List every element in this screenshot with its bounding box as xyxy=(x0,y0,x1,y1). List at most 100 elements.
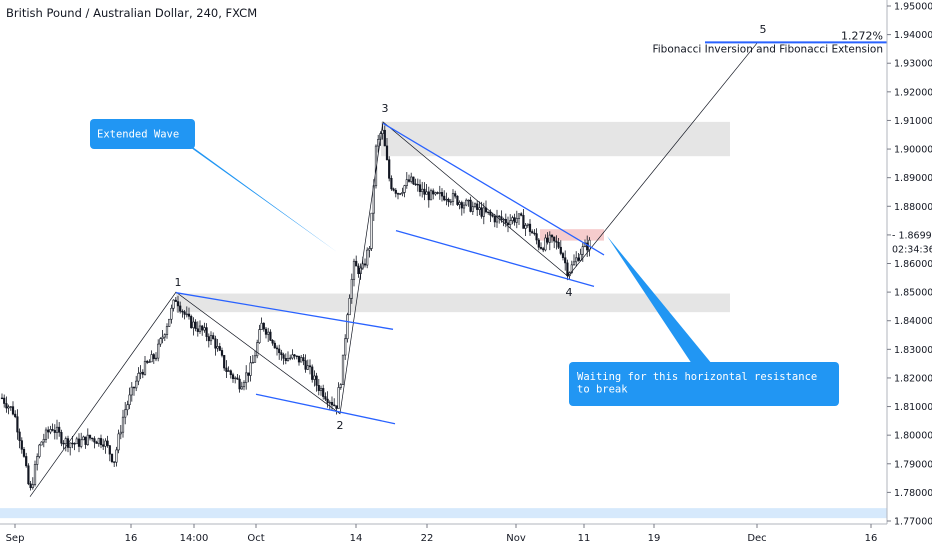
candle-body xyxy=(509,220,512,225)
resistance-zone xyxy=(540,229,604,241)
candle-body xyxy=(212,335,215,340)
candle-body xyxy=(315,375,318,386)
price-tick-label: 1.92000 xyxy=(894,87,932,98)
candle-body xyxy=(58,426,61,433)
candle-body xyxy=(165,326,169,335)
candle-body xyxy=(249,362,252,376)
candle-body xyxy=(335,405,338,409)
candle-body xyxy=(526,223,529,226)
candle-body xyxy=(121,416,125,433)
candle-body xyxy=(561,253,565,259)
price-tick-label: 1.89000 xyxy=(894,173,932,184)
candle-body xyxy=(275,347,279,350)
candle-body xyxy=(110,453,114,462)
price-tick-label: 1.85000 xyxy=(894,288,932,299)
candle-body xyxy=(176,301,180,307)
candle-body xyxy=(559,246,562,254)
candle-body xyxy=(533,232,536,235)
candle-body xyxy=(412,176,415,185)
candle-body xyxy=(73,443,76,445)
candle-body xyxy=(401,192,404,194)
fib-level-value: 1.272% xyxy=(841,29,883,42)
candle-body xyxy=(337,387,340,409)
candle-body xyxy=(357,265,360,275)
candle-body xyxy=(251,361,254,364)
candle-body xyxy=(196,328,199,332)
candle-body xyxy=(317,385,320,391)
candle-body xyxy=(179,305,182,312)
candle-body xyxy=(185,313,188,316)
candle-body xyxy=(537,239,540,248)
wedge1-lower xyxy=(255,393,396,425)
candle-body xyxy=(71,442,74,445)
price-tick-label: 1.91000 xyxy=(894,116,932,127)
candle-body xyxy=(520,213,523,216)
candle-body xyxy=(132,386,136,389)
candle-body xyxy=(256,342,259,357)
wave-label: 4 xyxy=(566,286,573,299)
candle-body xyxy=(322,388,325,397)
candle-body xyxy=(3,397,6,404)
candle-body xyxy=(350,278,353,299)
candle-body xyxy=(150,354,153,363)
time-tick-label: Sep xyxy=(6,533,25,544)
candle-body xyxy=(546,237,549,243)
candle-body xyxy=(311,366,314,380)
candle-body xyxy=(286,358,290,362)
candle-body xyxy=(33,464,37,485)
candle-body xyxy=(390,178,393,190)
candle-body xyxy=(16,416,19,433)
candle-body xyxy=(405,179,408,186)
time-tick-label: 14 xyxy=(350,533,363,544)
candle-body xyxy=(577,257,580,261)
candle-body xyxy=(113,461,116,463)
candle-body xyxy=(27,465,30,485)
candle-body xyxy=(407,179,411,182)
candle-body xyxy=(194,321,197,330)
elliott-wave-line xyxy=(29,42,758,497)
candle-body xyxy=(586,242,589,251)
wedge2-lower xyxy=(395,229,595,288)
time-tick-label: 19 xyxy=(648,533,661,544)
candle-body xyxy=(234,377,237,380)
candle-body xyxy=(383,129,386,147)
candle-body xyxy=(289,357,292,360)
candle-body xyxy=(9,406,12,408)
candle-body xyxy=(80,439,83,447)
candle-body xyxy=(517,213,521,219)
candle-body xyxy=(104,440,107,447)
wave-label: 3 xyxy=(382,102,389,115)
waiting-pointer xyxy=(607,236,712,364)
candle-body xyxy=(462,204,466,209)
candle-body xyxy=(473,203,477,208)
candle-body xyxy=(438,192,441,194)
candle-body xyxy=(11,406,15,415)
candle-body xyxy=(377,139,380,147)
time-tick-label: Nov xyxy=(506,533,526,544)
candle-body xyxy=(418,184,422,193)
candle-body xyxy=(62,442,65,445)
price-tick-label: 1.95000 xyxy=(894,2,932,13)
upper-supply-zone xyxy=(381,121,730,157)
candle-body xyxy=(238,378,241,390)
candle-body xyxy=(456,195,459,205)
candle-body xyxy=(209,335,213,342)
candle-body xyxy=(135,380,138,389)
candle-body xyxy=(126,404,129,411)
candle-body xyxy=(227,370,230,372)
candle-body xyxy=(143,360,147,375)
candle-body xyxy=(88,434,92,439)
candle-body xyxy=(99,438,103,446)
candle-body xyxy=(130,386,133,396)
candle-body xyxy=(181,310,184,313)
candle-body xyxy=(324,396,327,400)
candle-body xyxy=(458,202,461,205)
candle-body xyxy=(7,406,10,409)
candle-body xyxy=(553,236,556,242)
bottom-support-band xyxy=(0,508,887,519)
candle-body xyxy=(447,198,450,203)
candle-body xyxy=(124,409,127,418)
candle-body xyxy=(258,329,261,343)
